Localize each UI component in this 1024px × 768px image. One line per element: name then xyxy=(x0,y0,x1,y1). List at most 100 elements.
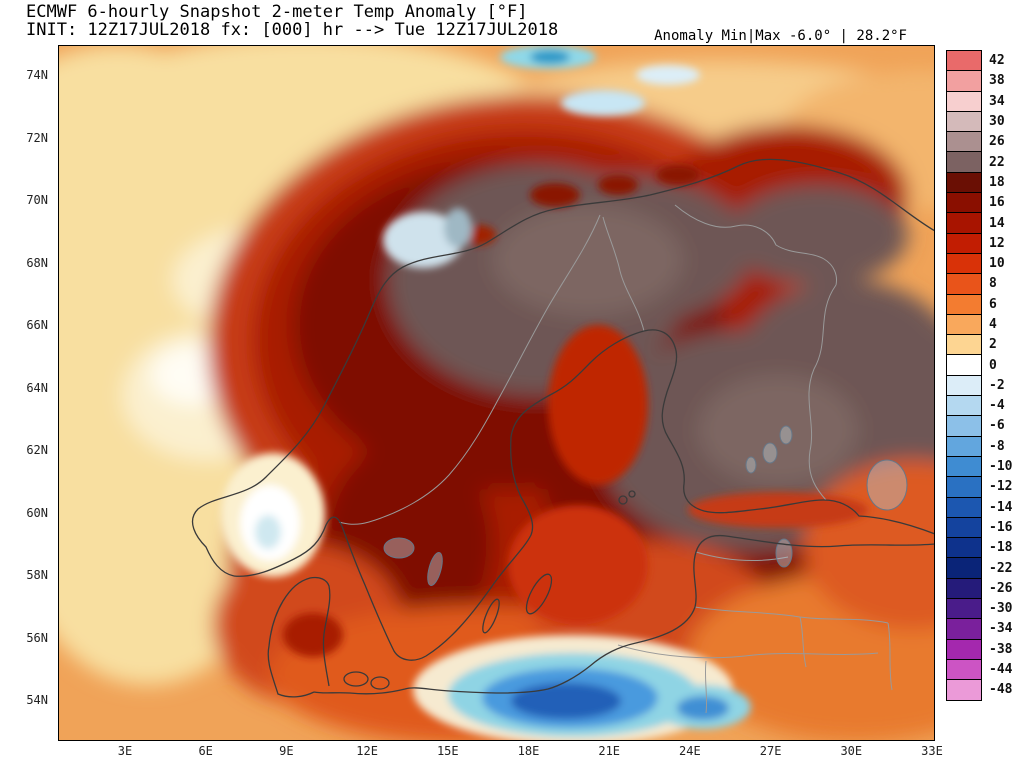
colorbar-label: 6 xyxy=(989,296,997,312)
colorbar-entry: -2 xyxy=(946,374,1024,397)
lon-tick-label: 30E xyxy=(840,744,863,758)
colorbar: 42 38 34 30 26 22 18 16 14 12 10 8 6 4 2 0 -2 -4 -6 -8 -10 -1… xyxy=(946,50,1024,701)
colorbar-swatch xyxy=(946,252,982,275)
map-border xyxy=(58,45,935,741)
colorbar-swatch xyxy=(946,212,982,234)
colorbar-entry: -38 xyxy=(946,638,1024,660)
colorbar-entry: 42 xyxy=(946,50,1024,72)
colorbar-swatch xyxy=(946,415,982,437)
lon-tick-label: 21E xyxy=(598,744,621,758)
colorbar-entry: -4 xyxy=(946,395,1024,417)
map-title: ECMWF 6-hourly Snapshot 2-meter Temp Ano… xyxy=(26,2,528,22)
lat-tick-label: 64N xyxy=(26,380,48,395)
colorbar-entry: 2 xyxy=(946,334,1024,356)
lon-tick-label: 24E xyxy=(679,744,701,758)
colorbar-swatch xyxy=(946,273,982,295)
lat-tick-label: 62N xyxy=(26,443,48,457)
colorbar-entry: 10 xyxy=(946,252,1024,275)
colorbar-entry: 14 xyxy=(946,212,1024,234)
colorbar-label: 12 xyxy=(989,235,1005,251)
anomaly-field-details xyxy=(221,45,868,741)
colorbar-label: 38 xyxy=(989,73,1005,89)
colorbar-label: -26 xyxy=(989,580,1013,596)
colorbar-entry: -18 xyxy=(946,537,1024,559)
colorbar-swatch xyxy=(946,70,982,92)
country-borders xyxy=(338,204,893,714)
lon-tick-label: 3E xyxy=(117,744,133,758)
colorbar-label: -18 xyxy=(989,540,1013,556)
lat-tick-label: 58N xyxy=(26,568,48,582)
colorbar-swatch xyxy=(946,90,982,112)
colorbar-label: 42 xyxy=(989,53,1005,69)
colorbar-swatch xyxy=(946,618,982,640)
colorbar-label: 0 xyxy=(989,357,997,373)
colorbar-label: 26 xyxy=(989,134,1005,150)
colorbar-label: 14 xyxy=(989,215,1005,231)
colorbar-label: -2 xyxy=(989,377,1005,393)
colorbar-swatch xyxy=(946,679,982,701)
colorbar-swatch xyxy=(946,151,982,173)
colorbar-label: 22 xyxy=(989,154,1005,170)
colorbar-entry: 38 xyxy=(946,70,1024,92)
map-init-line: INIT: 12Z17JUL2018 fx: [000] hr --> Tue … xyxy=(26,20,559,40)
colorbar-label: -4 xyxy=(989,398,1005,414)
colorbar-swatch xyxy=(946,293,982,315)
colorbar-entry: 30 xyxy=(946,110,1024,133)
colorbar-label: 8 xyxy=(989,276,997,292)
colorbar-entry: -16 xyxy=(946,516,1024,539)
lon-tick-label: 15E xyxy=(436,744,459,758)
lon-tick-label: 9E xyxy=(279,744,294,758)
colorbar-swatch xyxy=(946,334,982,356)
anomaly-minmax-label: Anomaly Min|Max -6.0° | 28.2°F xyxy=(654,28,907,44)
colorbar-entry: -12 xyxy=(946,476,1024,498)
colorbar-swatch xyxy=(946,598,982,620)
colorbar-entry: -22 xyxy=(946,557,1024,579)
colorbar-swatch xyxy=(946,395,982,417)
colorbar-entry: 34 xyxy=(946,90,1024,112)
colorbar-swatch xyxy=(946,131,982,153)
colorbar-entry: -26 xyxy=(946,577,1024,600)
colorbar-label: 34 xyxy=(989,93,1005,109)
lat-tick-label: 66N xyxy=(26,318,48,332)
colorbar-label: -8 xyxy=(989,438,1005,454)
lat-tick-label: 72N xyxy=(26,130,48,145)
lat-axis: 74N 72N 70N 68N 66N 64N 62N 60N 58N 56N 54N xyxy=(0,45,52,741)
map-canvas xyxy=(58,45,935,741)
colorbar-label: 2 xyxy=(989,337,997,353)
colorbar-entry: 18 xyxy=(946,171,1024,194)
colorbar-entry: -6 xyxy=(946,415,1024,437)
colorbar-label: 4 xyxy=(989,317,997,332)
colorbar-entry: 26 xyxy=(946,131,1024,153)
lat-tick-label: 68N xyxy=(26,255,48,270)
colorbar-swatch xyxy=(946,658,982,681)
lat-tick-label: 60N xyxy=(26,505,48,520)
colorbar-swatch xyxy=(946,537,982,559)
anomaly-field xyxy=(58,45,935,741)
colorbar-label: -10 xyxy=(989,459,1013,475)
colorbar-label: -30 xyxy=(989,601,1013,617)
lat-tick-label: 74N xyxy=(26,68,48,82)
lon-tick-label: 6E xyxy=(198,744,213,758)
colorbar-entry: -34 xyxy=(946,618,1024,640)
colorbar-swatch xyxy=(946,435,982,457)
colorbar-swatch xyxy=(946,313,982,336)
colorbar-label: 18 xyxy=(989,174,1005,190)
colorbar-entry: 4 xyxy=(946,313,1024,336)
colorbar-label: 16 xyxy=(989,195,1005,211)
colorbar-label: -44 xyxy=(989,662,1013,678)
colorbar-swatch xyxy=(946,50,982,72)
colorbar-swatch xyxy=(946,171,982,194)
colorbar-swatch xyxy=(946,455,982,478)
colorbar-entry: -44 xyxy=(946,658,1024,681)
colorbar-swatch xyxy=(946,354,982,376)
lon-tick-label: 18E xyxy=(517,744,540,758)
map-frame xyxy=(58,45,935,741)
colorbar-entry: -10 xyxy=(946,455,1024,478)
lon-axis: 3E 6E 9E 12E 15E 18E 21E 24E 27E 30E 33E xyxy=(58,744,943,760)
colorbar-entry: -48 xyxy=(946,679,1024,701)
colorbar-label: 10 xyxy=(989,256,1005,272)
colorbar-swatch xyxy=(946,374,982,397)
colorbar-swatch xyxy=(946,557,982,579)
colorbar-label: -38 xyxy=(989,641,1013,657)
colorbar-swatch xyxy=(946,638,982,660)
